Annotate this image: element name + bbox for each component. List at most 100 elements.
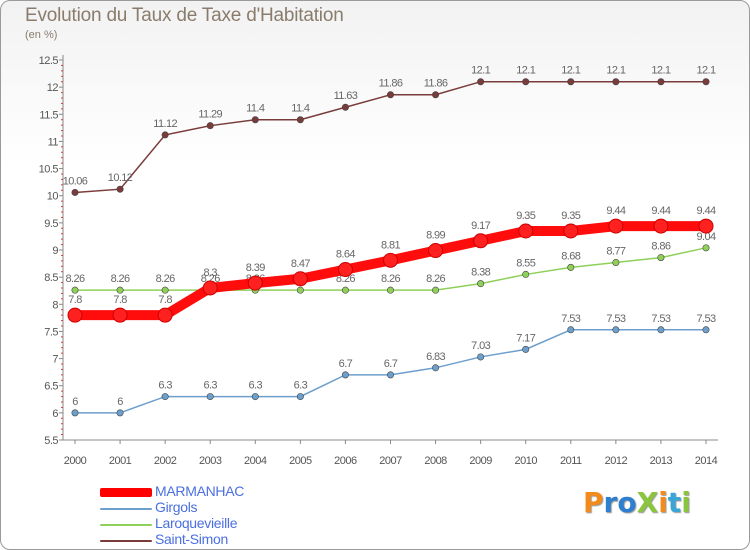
- data-label-saint-simon: 11.86: [424, 78, 448, 90]
- data-point-marmanhac: [157, 307, 173, 323]
- data-point-marmanhac: [383, 252, 398, 268]
- data-label-laroquevieille: 8.77: [606, 245, 625, 257]
- data-label-girgols: 6.3: [249, 380, 263, 392]
- data-label-saint-simon: 12.1: [516, 65, 535, 77]
- data-label-laroquevieille: 8.38: [471, 267, 490, 279]
- chart-unit: (en %): [25, 29, 58, 41]
- data-point-marmanhac: [292, 271, 308, 287]
- data-label-girgols: 7.53: [561, 313, 580, 325]
- data-label-marmanhac: 7.8: [68, 294, 82, 306]
- data-point-marmanhac: [473, 233, 489, 249]
- data-point-girgols: [71, 409, 79, 417]
- data-point-marmanhac: [428, 243, 444, 259]
- y-tick-label: 6.5: [44, 381, 58, 393]
- chart-title: Evolution du Taux de Taxe d'Habitation: [25, 5, 344, 26]
- y-tick-label: 11: [48, 136, 59, 148]
- data-point-laroquevieille: [567, 263, 575, 271]
- legend-label: Laroquevieille: [155, 515, 238, 531]
- data-label-marmanhac: 8.81: [381, 239, 400, 251]
- data-label-saint-simon: 12.1: [651, 65, 670, 77]
- data-point-saint-simon: [702, 78, 710, 86]
- x-tick-label: 2001: [109, 455, 132, 467]
- data-point-laroquevieille: [341, 286, 349, 294]
- data-point-laroquevieille: [702, 244, 710, 252]
- x-tick-label: 2003: [199, 455, 222, 467]
- data-point-marmanhac: [112, 307, 128, 323]
- legend-swatch: [100, 524, 152, 526]
- y-tick-label: 10: [47, 191, 59, 203]
- data-label-saint-simon: 10.12: [108, 172, 133, 184]
- x-tick-label: 2008: [424, 455, 447, 467]
- y-tick-label: 5.5: [44, 435, 58, 447]
- x-tick-label: 2009: [469, 455, 492, 467]
- series-line-girgols: [75, 329, 706, 414]
- data-label-girgols: 6.3: [294, 380, 308, 392]
- data-label-marmanhac: 7.8: [113, 294, 127, 306]
- legend-swatch: [100, 488, 152, 497]
- data-point-marmanhac: [518, 223, 534, 239]
- data-label-girgols: 6.83: [426, 351, 445, 363]
- data-point-girgols: [567, 326, 575, 334]
- data-point-marmanhac: [698, 218, 714, 234]
- data-label-marmanhac: 9.17: [471, 220, 490, 232]
- data-label-girgols: 6.3: [158, 380, 172, 392]
- data-label-laroquevieille: 8.86: [651, 241, 670, 253]
- data-label-laroquevieille: 9.04: [696, 231, 715, 243]
- x-tick-label: 2002: [154, 455, 177, 467]
- data-point-saint-simon: [161, 131, 169, 139]
- x-tick-label: 2012: [605, 455, 628, 467]
- data-label-marmanhac: 8.3: [203, 267, 217, 279]
- y-tick-label: 6: [52, 408, 58, 420]
- data-point-laroquevieille: [116, 286, 124, 294]
- x-tick-label: 2005: [289, 455, 312, 467]
- data-point-marmanhac: [67, 307, 83, 323]
- data-label-laroquevieille: 8.26: [156, 273, 175, 285]
- data-label-saint-simon: 12.1: [696, 65, 715, 77]
- data-label-marmanhac: 9.44: [651, 205, 670, 217]
- data-point-saint-simon: [477, 78, 485, 86]
- data-label-marmanhac: 9.44: [696, 205, 715, 217]
- legend-swatch: [100, 540, 152, 542]
- data-label-saint-simon: 10.06: [63, 175, 88, 187]
- data-label-marmanhac: 9.35: [561, 210, 580, 222]
- data-point-saint-simon: [71, 188, 79, 196]
- data-point-laroquevieille: [477, 280, 485, 288]
- data-point-girgols: [657, 326, 665, 334]
- x-tick-label: 2000: [64, 455, 87, 467]
- data-point-saint-simon: [567, 78, 575, 86]
- y-tick-label: 9: [52, 245, 58, 257]
- data-point-marmanhac: [202, 280, 218, 296]
- y-tick-label: 7: [52, 354, 58, 366]
- data-point-saint-simon: [341, 103, 349, 111]
- data-point-saint-simon: [116, 185, 124, 193]
- data-label-girgols: 7.53: [651, 313, 670, 325]
- data-point-laroquevieille: [386, 286, 394, 294]
- y-tick-label: 12.5: [39, 55, 59, 67]
- data-point-girgols: [116, 409, 124, 417]
- data-label-saint-simon: 12.1: [606, 65, 625, 77]
- data-point-laroquevieille: [612, 258, 620, 266]
- legend-label: MARMANHAC: [155, 483, 245, 499]
- y-tick-label: 10.5: [39, 164, 59, 176]
- data-label-girgols: 6: [117, 396, 123, 408]
- data-label-saint-simon: 11.29: [198, 109, 222, 121]
- data-point-saint-simon: [657, 78, 665, 86]
- y-tick-label: 8.5: [44, 272, 58, 284]
- data-point-girgols: [161, 393, 169, 401]
- data-label-marmanhac: 8.47: [291, 258, 310, 270]
- data-label-girgols: 7.03: [471, 340, 490, 352]
- data-label-saint-simon: 11.63: [334, 90, 358, 102]
- data-point-saint-simon: [296, 116, 304, 124]
- data-label-laroquevieille: 8.26: [65, 273, 84, 285]
- data-label-girgols: 7.53: [606, 313, 625, 325]
- y-tick-label: 7.5: [44, 326, 58, 338]
- x-tick-label: 2007: [379, 455, 402, 467]
- y-tick-label: 9.5: [44, 218, 58, 230]
- legend-label: Girgols: [155, 499, 198, 515]
- series-line-saint-simon: [74, 80, 706, 194]
- x-tick-label: 2006: [334, 455, 357, 467]
- data-point-laroquevieille: [657, 254, 665, 262]
- data-label-laroquevieille: 8.55: [516, 257, 535, 269]
- data-label-saint-simon: 12.1: [561, 65, 580, 77]
